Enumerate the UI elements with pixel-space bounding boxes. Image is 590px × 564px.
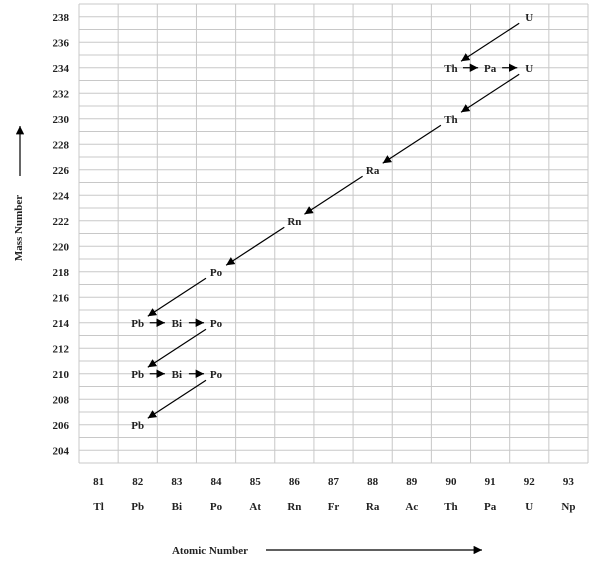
y-tick-label: 204 [53,445,70,457]
alpha-decay-arrow [460,22,520,62]
alpha-decay-arrow [304,175,363,215]
y-axis-label: Mass Number [13,195,25,261]
alpha-decay-arrow [147,328,207,368]
x-axis-ticks: 81 Tl 82 Pb 83 Bi 84 Po 85 At 86 Rn 87 Fr 88 Ra 89 Ac 90 Th… [93,476,575,513]
x-tick-label: 82 [132,476,144,488]
nuclide-labels: U Th Pa U Th Ra Rn Po Pb Bi Po Pb Bi Po Pb [131,12,533,432]
x-tick-label: 88 [367,476,379,488]
y-tick-label: 234 [53,63,70,75]
y-tick-label: 216 [53,292,70,304]
nuclide-label: Bi [172,369,182,381]
y-tick-label: 222 [53,216,70,228]
x-tick-symbol: Tl [93,501,103,513]
x-tick-symbol: Bi [172,501,182,513]
y-tick-label: 220 [53,241,70,253]
y-tick-label: 226 [53,165,70,177]
plot-grid [78,3,589,464]
nuclide-label: Pb [131,318,144,330]
y-tick-label: 238 [53,12,70,24]
nuclide-label: Po [210,318,223,330]
x-tick-symbol: Pa [484,501,497,513]
nuclide-label: U [525,63,533,75]
y-tick-label: 230 [53,114,70,126]
y-tick-label: 208 [53,394,70,406]
x-tick-symbol: Po [210,501,223,513]
nuclide-label: Th [444,63,457,75]
nuclide-label: Ra [366,165,380,177]
y-tick-label: 218 [53,267,70,279]
alpha-decay-arrow [382,124,442,164]
x-tick-label: 84 [211,476,223,488]
x-tick-symbol: Ac [405,501,418,513]
x-tick-label: 86 [289,476,301,488]
alpha-decay-arrow [147,277,207,317]
nuclide-label: Pb [131,420,144,432]
decay-arrows [147,22,520,419]
y-axis-ticks: 204 206 208 210 212 214 216 218 220 222 224 226 228 2… [53,12,70,458]
x-tick-label: 92 [524,476,536,488]
x-tick-label: 90 [445,476,457,488]
nuclide-label: Po [210,267,223,279]
x-tick-symbol: Ra [366,501,380,513]
x-tick-symbol: At [249,501,261,513]
x-tick-label: 81 [93,476,104,488]
nuclide-label: Po [210,369,223,381]
x-tick-symbol: Fr [328,501,340,513]
x-tick-label: 89 [406,476,418,488]
x-tick-symbol: Th [444,501,457,513]
x-tick-label: 91 [485,476,496,488]
x-tick-symbol: U [525,501,533,513]
y-tick-label: 228 [53,139,70,151]
y-tick-label: 214 [53,318,70,330]
nuclide-label: Pa [484,63,497,75]
x-tick-label: 87 [328,476,340,488]
y-tick-label: 210 [53,369,70,381]
nuclide-label: U [525,12,533,24]
y-tick-label: 224 [53,190,70,202]
nuclide-label: Th [444,114,457,126]
nuclide-label: Rn [287,216,301,228]
x-tick-label: 93 [563,476,575,488]
x-tick-label: 83 [171,476,183,488]
x-tick-symbol: Pb [131,501,144,513]
y-tick-label: 236 [53,37,70,49]
alpha-decay-arrow [225,226,285,266]
x-axis-label: Atomic Number [172,545,248,557]
nuclide-label: Pb [131,369,144,381]
x-tick-symbol: Rn [287,501,301,513]
y-tick-label: 206 [53,420,70,432]
y-tick-label: 212 [53,343,70,355]
alpha-decay-arrow [460,73,520,113]
x-tick-label: 85 [250,476,262,488]
y-tick-label: 232 [53,88,70,100]
nuclide-label: Bi [172,318,182,330]
x-tick-symbol: Np [561,501,575,513]
alpha-decay-arrow [147,379,207,419]
